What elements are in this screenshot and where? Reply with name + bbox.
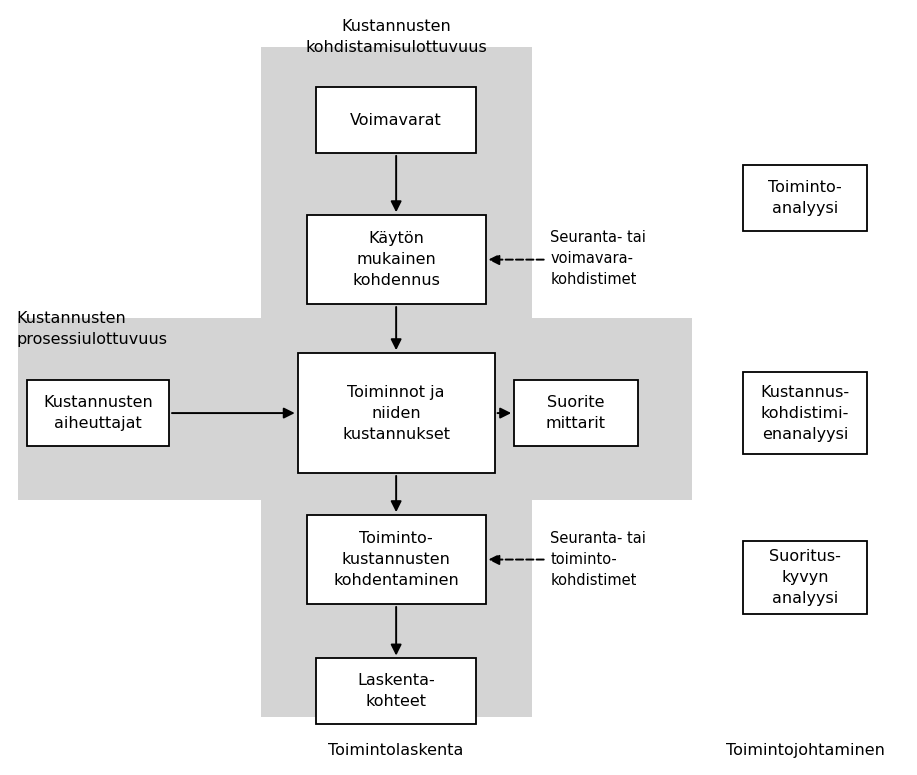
Bar (28, 380, 169, 446)
Text: Kustannusten
kohdistamisulottuvuus: Kustannusten kohdistamisulottuvuus (305, 19, 487, 55)
Text: Suorite
mittarit: Suorite mittarit (546, 395, 606, 431)
Text: Kustannusten
prosessiulottuvuus: Kustannusten prosessiulottuvuus (17, 312, 168, 347)
Text: Toimintojohtaminen: Toimintojohtaminen (725, 743, 885, 758)
Text: Suoritus-
kyvyn
analyysi: Suoritus- kyvyn analyysi (769, 549, 841, 606)
Bar (744, 541, 867, 614)
Bar (514, 380, 638, 446)
Bar (307, 515, 486, 604)
Text: Voimavarat: Voimavarat (350, 112, 442, 128)
Bar (744, 165, 867, 231)
Bar (307, 215, 486, 304)
Text: Käytön
mukainen
kohdennus: Käytön mukainen kohdennus (352, 231, 440, 288)
Text: Kustannusten
aiheuttajat: Kustannusten aiheuttajat (43, 395, 153, 431)
Text: Seuranta- tai
voimavara-
kohdistimet: Seuranta- tai voimavara- kohdistimet (550, 229, 646, 287)
Text: Kustannus-
kohdistimi-
enanalyysi: Kustannus- kohdistimi- enanalyysi (760, 384, 850, 442)
Bar (744, 372, 867, 453)
Bar (18, 318, 692, 500)
Text: Toiminto-
analyysi: Toiminto- analyysi (768, 180, 842, 215)
Bar (316, 658, 477, 724)
Text: Toimintolaskenta: Toimintolaskenta (328, 743, 464, 758)
Bar (261, 46, 532, 717)
Bar (297, 353, 495, 473)
Text: Laskenta-
kohteet: Laskenta- kohteet (358, 673, 435, 709)
Bar (316, 88, 477, 153)
Text: Seuranta- tai
toiminto-
kohdistimet: Seuranta- tai toiminto- kohdistimet (550, 531, 646, 588)
Text: Toiminnot ja
niiden
kustannukset: Toiminnot ja niiden kustannukset (342, 384, 450, 442)
Text: Toiminto-
kustannusten
kohdentaminen: Toiminto- kustannusten kohdentaminen (333, 531, 459, 588)
